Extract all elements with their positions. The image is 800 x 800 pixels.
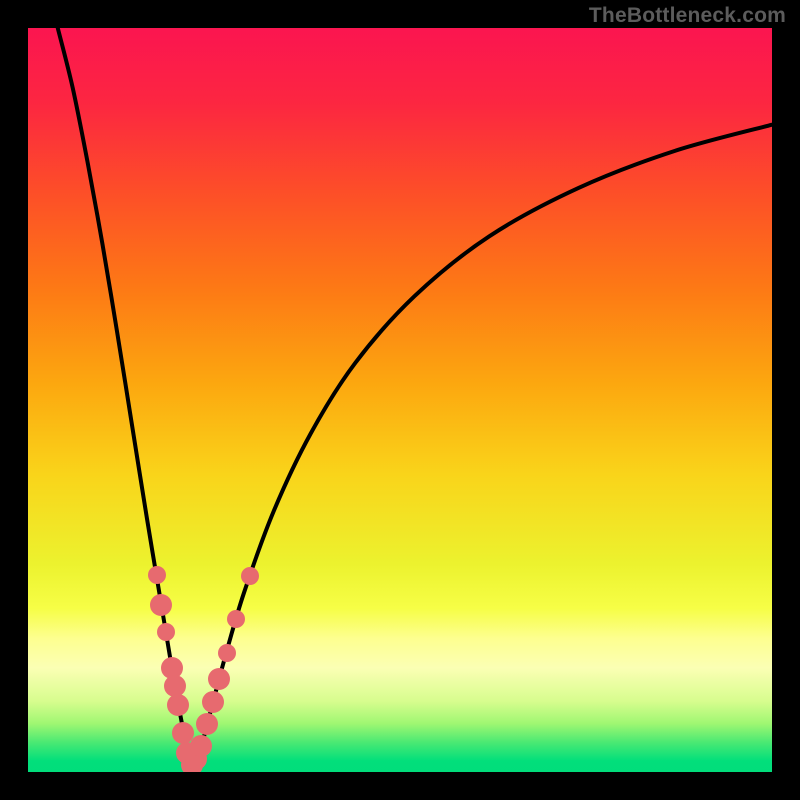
data-marker [148,566,166,584]
markers-layer [28,28,772,772]
data-marker [202,691,224,713]
chart-root: { "watermark": { "text": "TheBottleneck.… [0,0,800,800]
data-marker [157,623,175,641]
data-marker [208,668,230,690]
data-marker [190,735,212,757]
data-marker [167,694,189,716]
watermark-text: TheBottleneck.com [589,4,786,28]
data-marker [227,610,245,628]
plot-area [28,28,772,772]
data-marker [241,567,259,585]
data-marker [218,644,236,662]
data-marker [150,594,172,616]
data-marker [196,713,218,735]
